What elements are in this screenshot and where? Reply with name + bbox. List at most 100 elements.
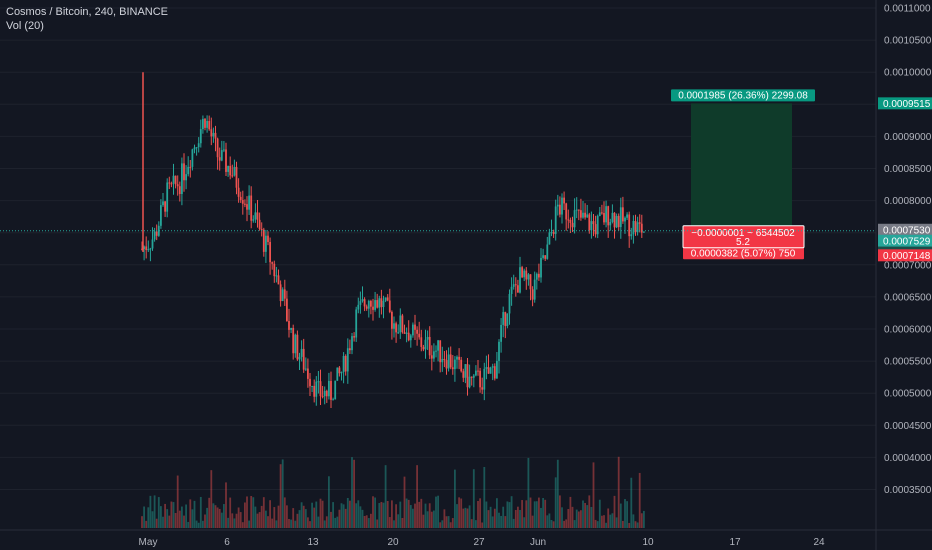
target-label: 0.0001985 (26.36%) 2299.08 (678, 90, 808, 101)
volume-bar (172, 502, 175, 528)
volume-bar (281, 459, 284, 528)
volume-bar (355, 503, 358, 528)
candle-body (382, 300, 385, 308)
volume-bar (393, 520, 395, 528)
candle-body (143, 246, 145, 249)
candle-body (439, 340, 442, 363)
volume-bar (535, 501, 538, 528)
candle-body (491, 366, 494, 368)
volume-bar (237, 507, 240, 528)
axis-price-labels: 0.00095150.00075300.000752903:21:480.000… (878, 97, 932, 262)
volume-bar (250, 495, 253, 528)
volume-bar (262, 497, 265, 528)
time-tick-label: 17 (729, 537, 741, 548)
volume-bar (147, 507, 150, 528)
volume-bar (191, 509, 194, 528)
volume-bar (619, 503, 622, 528)
volume-bar (298, 510, 301, 528)
target-axis-label: 0.0009515 (883, 99, 931, 110)
candle-body (403, 332, 406, 334)
candle-body (210, 129, 213, 137)
candle-body (302, 348, 305, 370)
volume-bar (378, 503, 381, 528)
candle-body (342, 355, 345, 372)
volume-bar (458, 497, 460, 528)
price-tick-label: 0.0009000 (884, 132, 932, 143)
candle-body (172, 175, 175, 184)
volume-bar (246, 496, 248, 528)
stop-axis-label-box (878, 249, 932, 262)
volume-bar (531, 515, 534, 528)
volume-bar (296, 513, 299, 528)
candle-body (332, 399, 334, 401)
volume-bar (546, 515, 549, 528)
volume-bar (447, 516, 450, 528)
candle-body (466, 364, 469, 388)
candle-body (451, 367, 454, 370)
volume-bar (204, 514, 206, 528)
volume-bar (508, 502, 511, 528)
volume-bar (483, 466, 486, 528)
volume-bar (145, 520, 148, 528)
volume-bar (311, 502, 313, 528)
volume-bar (552, 521, 555, 528)
candle-body (533, 279, 536, 300)
volume-bar (609, 514, 612, 528)
candle-body (552, 232, 555, 234)
long-position-tool[interactable]: 0.0001985 (26.36%) 2299.08 0.0000382 (5.0… (671, 89, 815, 260)
candle-body (613, 212, 616, 228)
candle-body (241, 200, 244, 204)
volume-bar (615, 517, 618, 528)
volume-bar (628, 522, 631, 528)
volume-bar (386, 500, 389, 528)
candle-body (300, 348, 303, 357)
price-tick-label: 0.0004500 (884, 421, 932, 432)
candle-body (514, 284, 517, 286)
time-axis[interactable]: May 6 13 20 27 Jun 10 17 24 (139, 537, 825, 548)
volume-bar (399, 501, 402, 528)
volume-bar (523, 517, 526, 528)
candle-body (506, 313, 509, 327)
candle-body (449, 354, 452, 368)
volume-bar (592, 462, 595, 528)
candle-body (596, 216, 599, 235)
candle-body (328, 380, 330, 397)
price-tick-label: 0.0008000 (884, 196, 932, 207)
candle-body (351, 336, 353, 351)
candle-body (550, 232, 553, 234)
candle-body (231, 175, 234, 177)
volume-bar (416, 465, 418, 528)
volume-bar (307, 517, 309, 528)
volume-bar (567, 509, 570, 528)
candle-body (525, 270, 528, 280)
volume-bar (514, 509, 517, 528)
volume-bar (533, 501, 536, 528)
symbol-title[interactable]: Cosmos / Bitcoin, 240, BINANCE (6, 6, 169, 18)
candle-body (307, 368, 309, 379)
candle-body (237, 187, 240, 197)
candle-body (227, 165, 229, 172)
candle-body (309, 378, 311, 387)
volume-bar (365, 515, 368, 528)
volume-bar (344, 508, 347, 528)
candle-body (353, 336, 355, 338)
candle-body (185, 174, 187, 181)
candle-body (199, 129, 202, 144)
stop-axis-label: 0.0007148 (883, 251, 931, 262)
volume-bar (321, 500, 324, 528)
volume-bar (395, 504, 397, 528)
grid (0, 7, 876, 490)
volume-bar (351, 457, 353, 528)
volume-bar (328, 476, 330, 528)
candle-body (296, 334, 299, 360)
volume-bar (636, 522, 639, 528)
volume-indicator-label[interactable]: Vol (20) (6, 20, 44, 32)
volume-bar (370, 513, 372, 528)
candle-body (189, 166, 192, 168)
target-label-box (671, 89, 815, 102)
volume-bar (189, 499, 192, 528)
volume-bar (437, 495, 439, 528)
candle-body (563, 197, 565, 204)
candle-body (187, 166, 190, 175)
